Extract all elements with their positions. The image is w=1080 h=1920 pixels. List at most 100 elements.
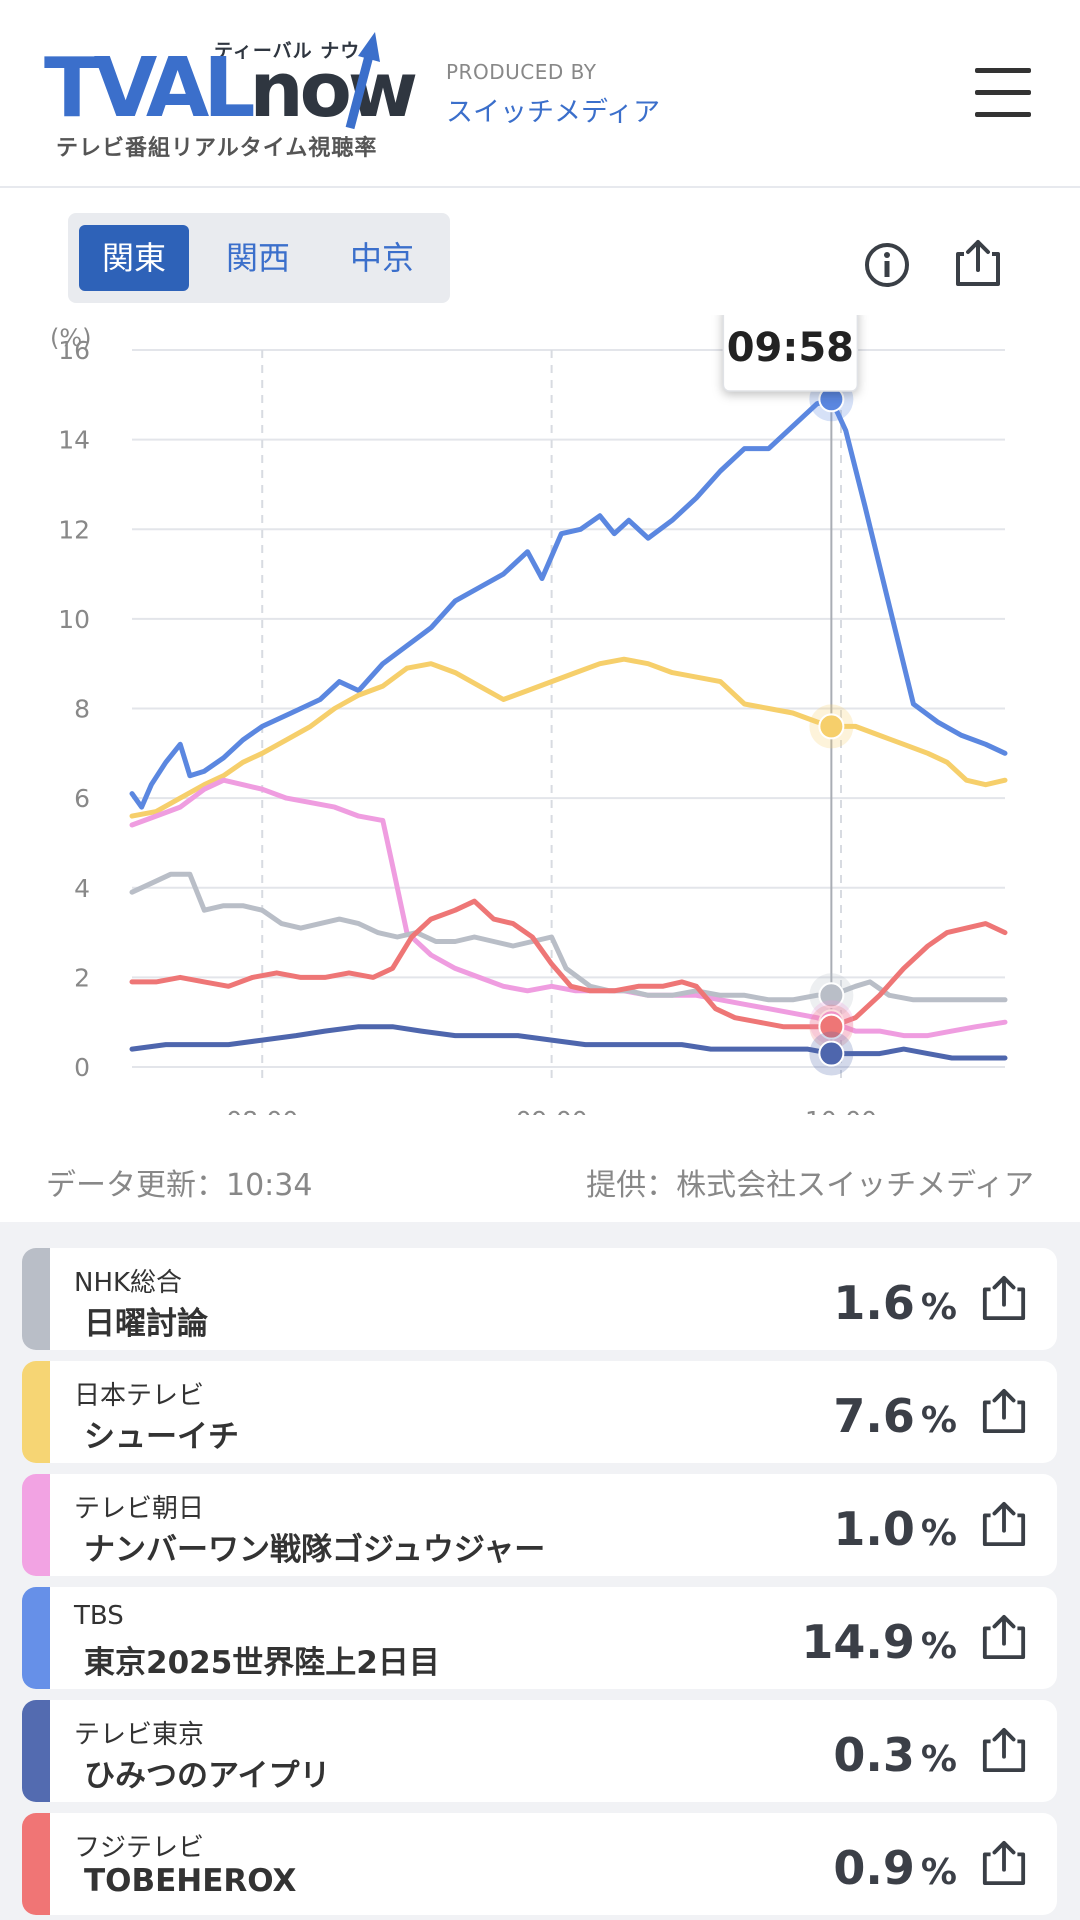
series-line	[129, 898, 1008, 1030]
y-tick-label: 12	[58, 515, 90, 544]
region-tabs: 関東 関西 中京	[68, 213, 450, 303]
channel-color-stripe	[22, 1474, 50, 1576]
channel-card[interactable]: NHK総合日曜討論 1.6%	[22, 1248, 1057, 1350]
channel-card[interactable]: TBS 東京2025世界陸上2日目 14.9%	[22, 1587, 1057, 1689]
data-point[interactable]	[818, 1040, 845, 1067]
data-point[interactable]	[818, 713, 845, 740]
channel-card[interactable]: テレビ東京ひみつのアイプリ 0.3%	[22, 1700, 1057, 1802]
rating-value: 0.3%	[833, 1728, 957, 1782]
channel-name: 日本テレビ	[74, 1381, 205, 1411]
rating-number: 0.3	[833, 1728, 915, 1782]
logo-kana: ティーバル ナウ	[214, 40, 361, 62]
app-header: ティーバル ナウ TVALnow テレビ番組リアルタイム視聴率 PRODUCED…	[0, 0, 1080, 188]
channel-name: テレビ東京	[74, 1720, 205, 1750]
y-axis-label: (%)	[50, 324, 92, 352]
info-icon[interactable]	[864, 242, 910, 288]
rating-unit: %	[920, 1852, 957, 1893]
x-axis-ticks: 08:00 09:00 10:00	[226, 1106, 877, 1115]
program-title: ひみつのアイプリ	[84, 1758, 331, 1794]
channel-list: NHK総合 日曜討論 1.6% 日本テレビ シューイチ 7.6% テレビ朝日 ナンバーワン戦隊…	[0, 1222, 1080, 1920]
rating-number: 1.6	[833, 1276, 915, 1330]
y-tick-label: 2	[74, 963, 90, 992]
y-tick-label: 10	[58, 605, 90, 634]
y-tick-label: 0	[74, 1053, 90, 1082]
rating-value: 1.6%	[833, 1276, 957, 1330]
producer-name[interactable]: スイッチメディア	[446, 97, 661, 128]
program-title: 日曜討論	[84, 1306, 208, 1342]
x-tick-label: 10:00	[805, 1106, 877, 1115]
program-title: シューイチ	[84, 1419, 239, 1455]
tooltip-cursor: 09:58	[722, 315, 859, 1076]
y-axis-ticks: 0 2 4 6 8 10 12 14 16	[58, 336, 90, 1082]
tab-kansai[interactable]: 関西	[225, 239, 290, 277]
rating-unit: %	[920, 1739, 957, 1780]
y-tick-label: 16	[58, 336, 90, 365]
channel-color-stripe	[22, 1361, 50, 1463]
rating-value: 0.9%	[833, 1841, 957, 1895]
data-provider-text: 提供：株式会社スイッチメディア	[586, 1168, 1034, 1203]
channel-color-stripe	[22, 1813, 50, 1915]
series-line	[129, 871, 1008, 1003]
tab-kanto[interactable]: 関東	[79, 225, 189, 291]
rating-unit: %	[920, 1287, 957, 1328]
hamburger-menu-icon[interactable]	[975, 68, 1035, 118]
program-title: 東京2025世界陸上2日目	[84, 1645, 440, 1681]
y-tick-label: 6	[74, 784, 90, 813]
rating-number: 1.0	[833, 1502, 915, 1556]
tvalnow-logo[interactable]: ティーバル ナウ TVALnow テレビ番組リアルタイム視聴率	[44, 30, 418, 161]
ratings-line-chart[interactable]: 0 2 4 6 8 10 12 14 16 08:00 09:00 10:00 (%) 09:58	[0, 315, 1080, 1115]
tab-chukyo[interactable]: 中京	[349, 239, 414, 277]
y-tick-label: 14	[58, 426, 90, 455]
channel-card[interactable]: フジテレビ TOBEHEROX 0.9%	[22, 1813, 1057, 1915]
share-icon[interactable]	[981, 1387, 1027, 1435]
data-updated-text: データ更新：10:34	[46, 1168, 313, 1203]
rating-value: 1.0%	[833, 1502, 957, 1556]
channel-name: フジテレビ	[74, 1833, 205, 1863]
rating-number: 14.9	[801, 1615, 915, 1669]
y-tick-label: 4	[74, 874, 90, 903]
channel-color-stripe	[22, 1587, 50, 1689]
y-tick-label: 8	[74, 695, 90, 724]
share-icon[interactable]	[981, 1500, 1027, 1548]
logo-arrow-icon	[345, 32, 380, 130]
logo-main-text: TVAL	[44, 41, 256, 136]
data-point[interactable]	[818, 1013, 845, 1040]
produced-by-label: PRODUCED BY	[446, 60, 597, 84]
rating-number: 7.6	[833, 1389, 915, 1443]
series-line	[129, 1024, 1008, 1061]
share-icon[interactable]	[981, 1839, 1027, 1887]
channel-card[interactable]: テレビ朝日ナンバーワン戦隊ゴジュウジャー 1.0%	[22, 1474, 1057, 1576]
channel-name: NHK総合	[74, 1268, 183, 1298]
channel-color-stripe	[22, 1248, 50, 1350]
rating-value: 14.9%	[801, 1615, 957, 1669]
rating-unit: %	[920, 1400, 957, 1441]
rating-unit: %	[920, 1513, 957, 1554]
tooltip-box	[722, 315, 859, 392]
data-point[interactable]	[818, 982, 845, 1009]
x-tick-label: 09:00	[516, 1106, 588, 1115]
share-icon[interactable]	[981, 1726, 1027, 1774]
program-title: TOBEHEROX	[84, 1863, 297, 1899]
logo-wordmark: TVALnow	[44, 41, 419, 136]
channel-card[interactable]: 日本テレビシューイチ 7.6%	[22, 1361, 1057, 1463]
share-icon[interactable]	[954, 238, 1002, 288]
rating-unit: %	[920, 1626, 957, 1667]
series-line	[129, 656, 1008, 819]
x-tick-label: 08:00	[226, 1106, 298, 1115]
rating-value: 7.6%	[833, 1389, 957, 1443]
logo-subtitle: テレビ番組リアルタイム視聴率	[56, 136, 378, 161]
program-title: ナンバーワン戦隊ゴジュウジャー	[84, 1532, 546, 1568]
channel-name: TBS	[74, 1601, 124, 1631]
channel-name: テレビ朝日	[74, 1494, 205, 1524]
chart-series	[129, 396, 1008, 1061]
tooltip-time: 09:58	[727, 325, 854, 371]
channel-color-stripe	[22, 1700, 50, 1802]
rating-number: 0.9	[833, 1841, 915, 1895]
produced-by: PRODUCED BY スイッチメディア	[446, 60, 660, 129]
share-icon[interactable]	[981, 1274, 1027, 1322]
chart-grid	[132, 349, 1005, 1085]
share-icon[interactable]	[981, 1613, 1027, 1661]
series-line	[129, 396, 1008, 810]
series-line	[129, 777, 1008, 1039]
logo-now-text: now	[249, 45, 419, 134]
